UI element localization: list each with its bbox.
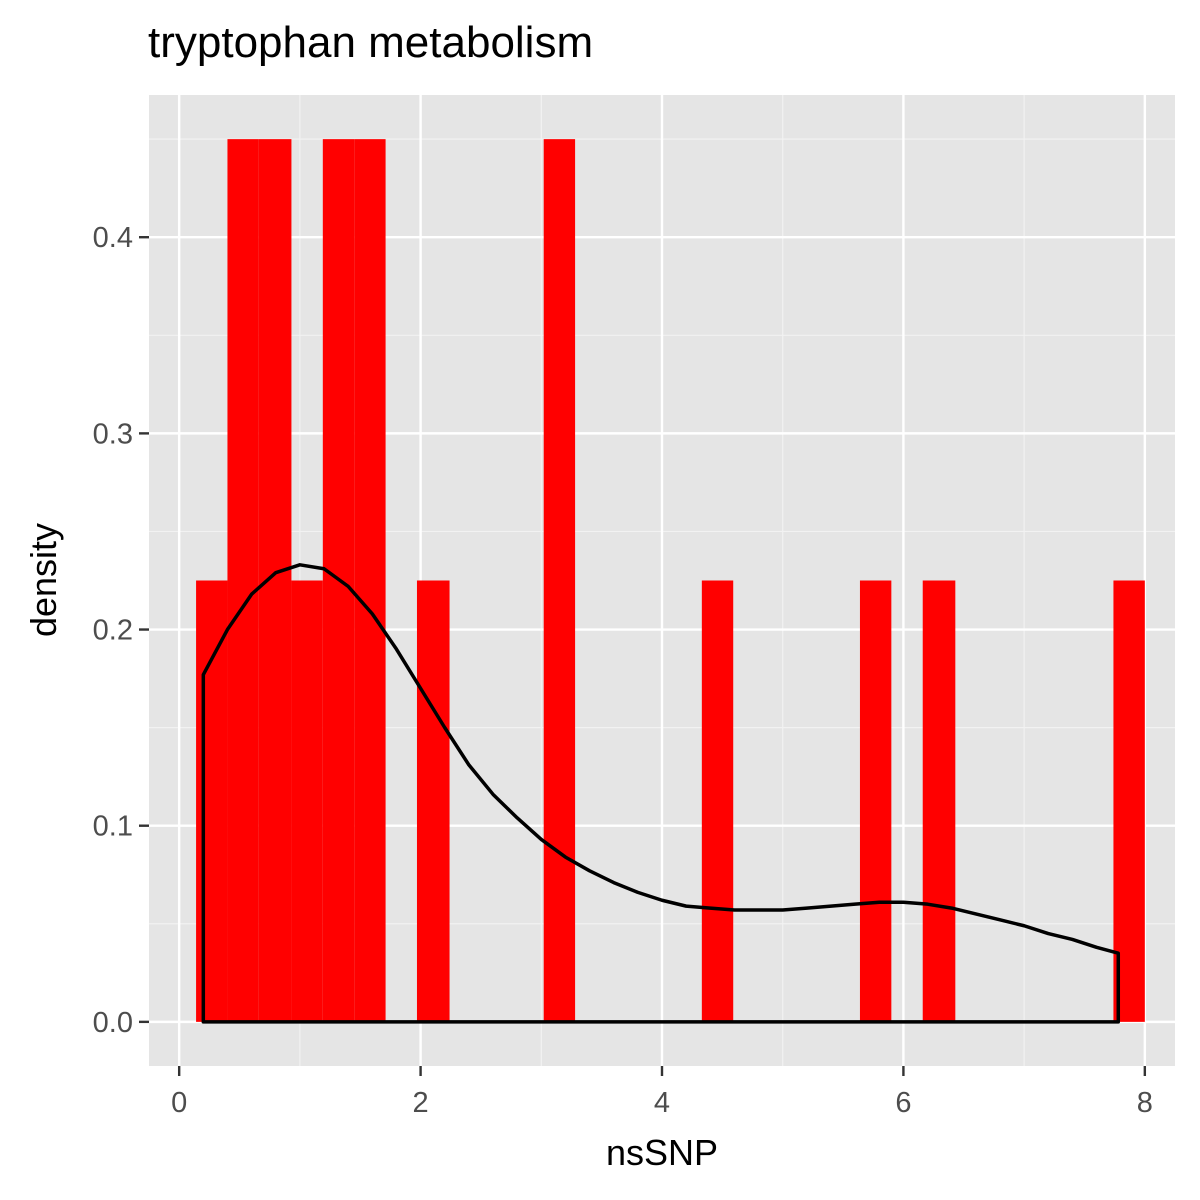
- density-curve: [201, 563, 1121, 1024]
- x-axis-label: nsSNP: [605, 1132, 719, 1173]
- histogram-bar: [291, 580, 323, 1022]
- histogram-bar: [196, 580, 228, 1022]
- y-tick-label: 0.1: [93, 811, 133, 843]
- histogram-bar: [859, 580, 892, 1022]
- x-tick-label: 4: [654, 1087, 670, 1119]
- x-axis: 0 2 4 6 8: [171, 1066, 1153, 1119]
- y-axis-label: density: [23, 522, 64, 638]
- y-tick-label: 0.3: [93, 418, 133, 450]
- x-tick-label: 2: [413, 1087, 429, 1119]
- x-tick-label: 8: [1137, 1087, 1153, 1119]
- y-tick-label: 0.0: [93, 1007, 133, 1039]
- histogram-bar: [227, 139, 259, 1022]
- histogram-bar: [258, 139, 292, 1022]
- histogram-bar: [543, 139, 576, 1022]
- y-tick-label: 0.2: [93, 615, 133, 647]
- histogram-bar: [354, 139, 386, 1022]
- x-tick-label: 0: [171, 1087, 187, 1119]
- chart-title: tryptophan metabolism: [148, 18, 594, 67]
- y-axis: 0.0 0.1 0.2 0.3 0.4: [93, 222, 149, 1039]
- y-tick-label: 0.4: [93, 222, 133, 254]
- histogram-bar: [1113, 580, 1145, 1022]
- histogram-bar: [416, 580, 450, 1022]
- x-tick-label: 6: [895, 1087, 911, 1119]
- histogram-bar: [701, 580, 734, 1022]
- histogram-bars: [196, 139, 1145, 1022]
- histogram-bar: [922, 580, 956, 1022]
